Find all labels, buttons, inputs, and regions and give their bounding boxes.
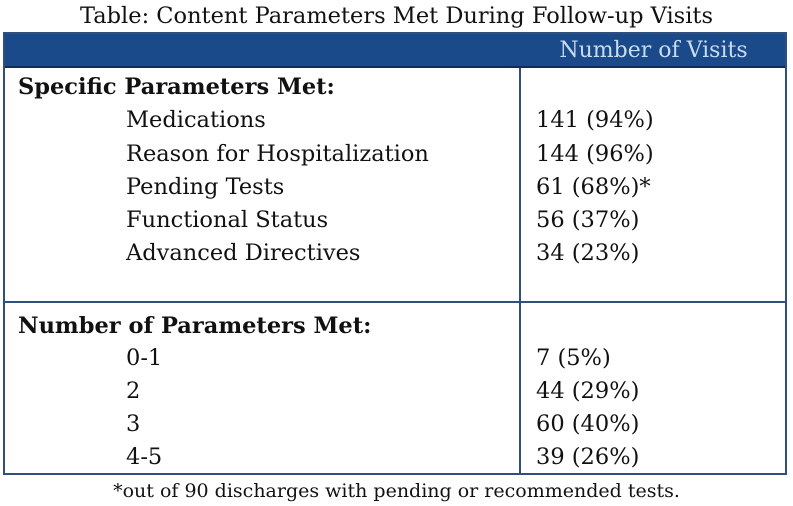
row-value: 39 (26%)	[536, 444, 640, 470]
row-label: 4-5	[126, 444, 163, 470]
row-value: 144 (96%)	[536, 141, 654, 167]
row-value: 34 (23%)	[536, 240, 640, 266]
row-label: 0-1	[126, 345, 163, 371]
row-label: Reason for Hospitalization	[126, 141, 429, 167]
row-label: Advanced Directives	[126, 240, 361, 266]
table-footnote: *out of 90 discharges with pending or re…	[113, 480, 680, 502]
section-heading-specific-parameters: Specific Parameters Met:	[18, 74, 335, 100]
row-value: 141 (94%)	[536, 107, 654, 133]
row-value: 7 (5%)	[536, 345, 611, 371]
parameters-table: Number of Visits Specific Parameters Met…	[3, 32, 787, 475]
row-label: Pending Tests	[126, 174, 285, 200]
column-divider	[519, 68, 521, 473]
row-label: 3	[126, 411, 141, 437]
table-title: Table: Content Parameters Met During Fol…	[79, 3, 714, 29]
section-heading-number-of-parameters: Number of Parameters Met:	[18, 313, 372, 339]
section-divider	[5, 301, 785, 303]
column-header-number-of-visits: Number of Visits	[559, 38, 748, 63]
row-label: Functional Status	[126, 207, 329, 233]
row-label: 2	[126, 378, 141, 404]
row-value: 60 (40%)	[536, 411, 640, 437]
row-value: 56 (37%)	[536, 207, 640, 233]
row-label: Medications	[126, 107, 266, 133]
row-value: 44 (29%)	[536, 378, 640, 404]
table-header-row: Number of Visits	[5, 34, 785, 68]
row-value: 61 (68%)*	[536, 174, 651, 200]
